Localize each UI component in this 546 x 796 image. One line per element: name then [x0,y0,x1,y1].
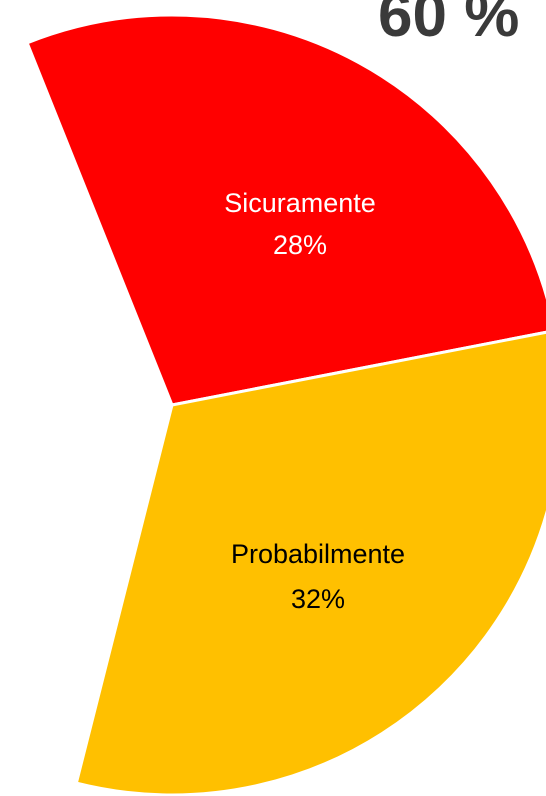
slices [25,13,546,796]
pie-slice [74,330,546,796]
slice-label: Sicuramente [224,188,376,218]
slice-value-label: 28% [273,230,327,260]
pie-slice [25,13,546,407]
chart-title: 60 % [378,0,519,50]
slice-value-label: 32% [291,584,345,614]
slice-label: Probabilmente [231,539,405,569]
